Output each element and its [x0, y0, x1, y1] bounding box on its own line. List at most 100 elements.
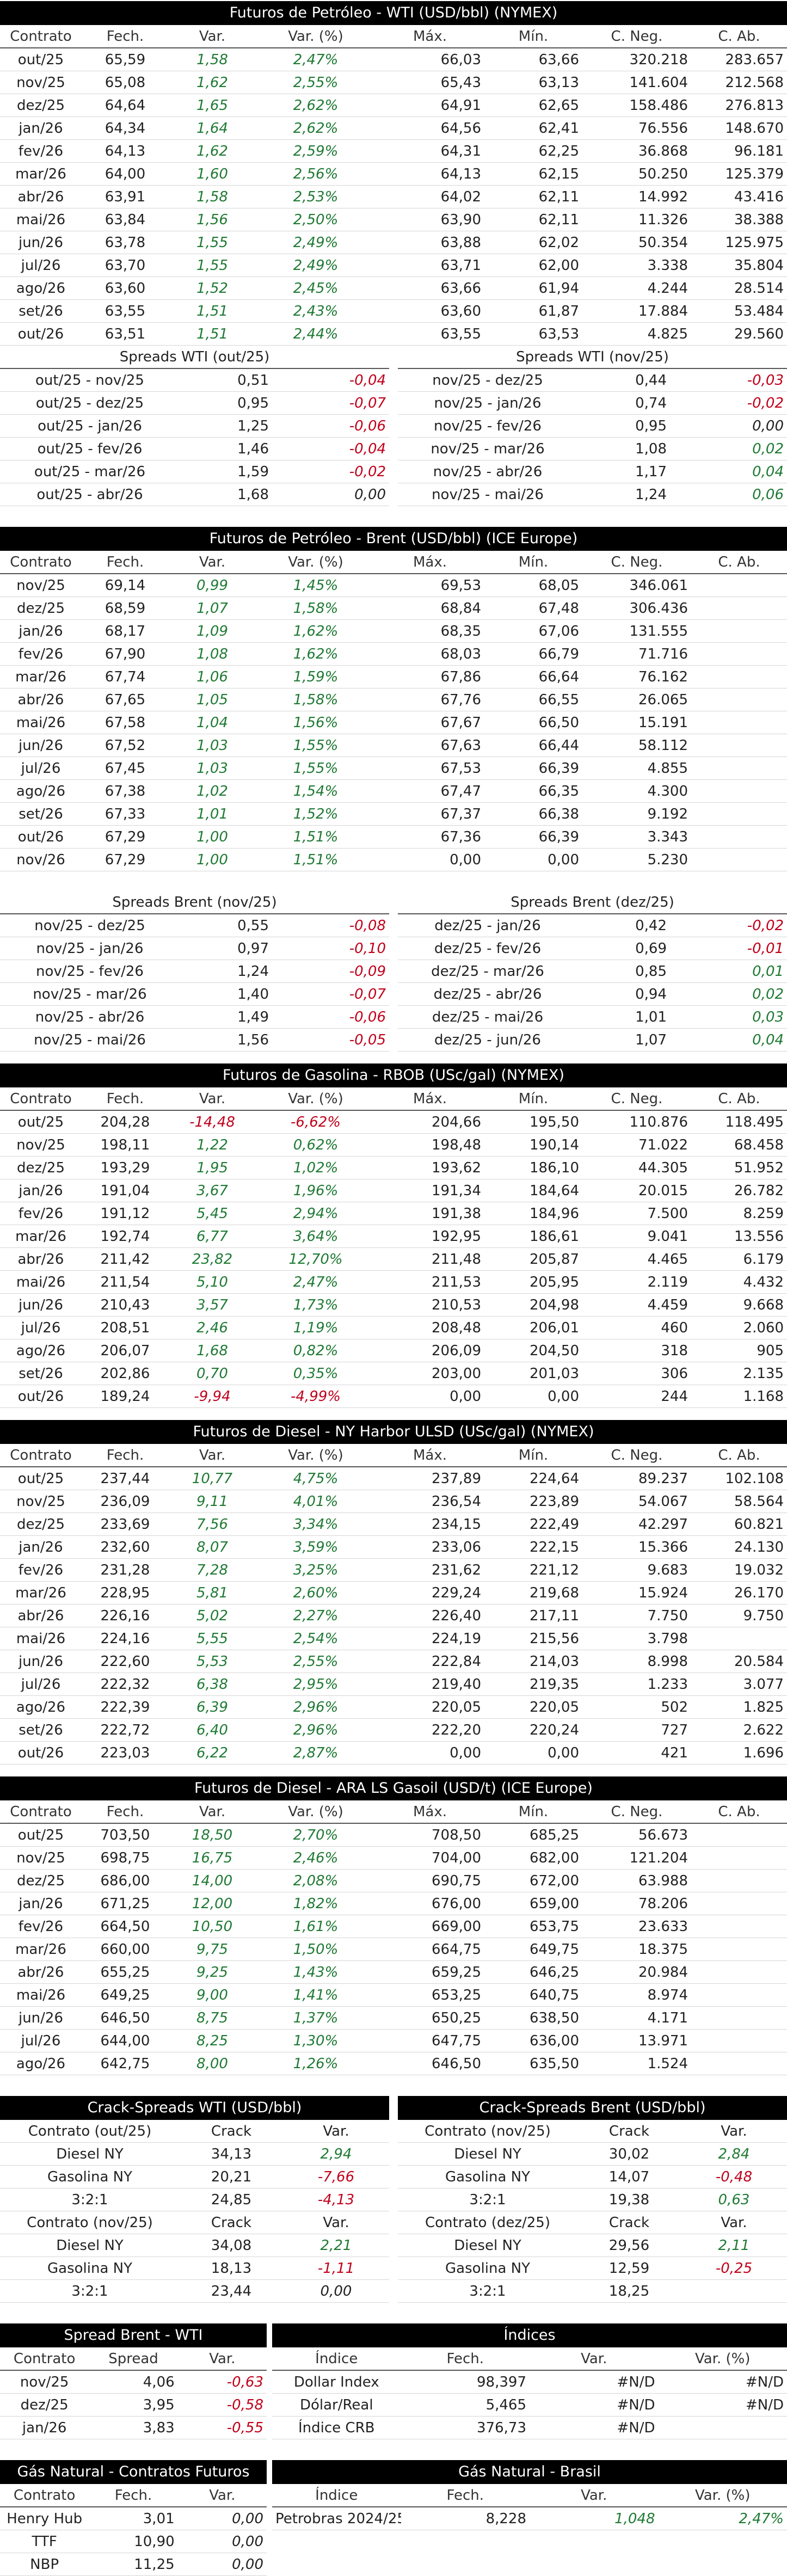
spread-cell: 1,56	[180, 1029, 272, 1052]
column-header: Var. (%)	[256, 1087, 376, 1110]
column-header: Índice	[272, 2484, 401, 2507]
table-cell: -0,63	[178, 2370, 267, 2394]
table-cell: 219,68	[484, 1582, 582, 1604]
table-cell: 1,30%	[256, 2030, 376, 2052]
table-cell: 223,89	[484, 1490, 582, 1513]
crack-cell: 3:2:1	[0, 2188, 180, 2211]
table-cell: 655,25	[82, 1961, 169, 1984]
table-cell: 5,81	[169, 1582, 256, 1604]
column-header: C. Neg.	[582, 1444, 691, 1467]
table-cell: 214,03	[484, 1650, 582, 1673]
table-cell: 669,00	[376, 1915, 484, 1938]
table-cell: -0,55	[178, 2417, 267, 2439]
table-cell: fev/26	[0, 1559, 82, 1582]
table-cell: ago/26	[0, 2052, 82, 2075]
column-header: Contrato	[0, 551, 82, 574]
table-cell: 222,39	[82, 1696, 169, 1719]
table-cell: 318	[582, 1339, 691, 1362]
column-header: Contrato	[0, 2347, 89, 2370]
table-cell: 690,75	[376, 1870, 484, 1892]
spread-cell: -0,10	[272, 937, 389, 960]
crack-cell: Gasolina NY	[0, 2166, 180, 2188]
table-cell: 4,01%	[256, 1490, 376, 1513]
column-header: Mín.	[484, 551, 582, 574]
table-cell: 1,82%	[256, 1892, 376, 1915]
table-cell: 653,25	[376, 1984, 484, 2007]
gas-row: Gás Natural - Contratos Futuros Contrato…	[0, 2459, 787, 2576]
table-cell: 205,95	[484, 1271, 582, 1294]
table-cell: 65,08	[82, 71, 169, 94]
brent-title: Futuros de Petróleo - Brent (USD/bbl) (I…	[0, 527, 787, 551]
table-cell: 1,68	[169, 1339, 256, 1362]
table-cell: 11,25	[89, 2553, 177, 2576]
table-cell: 1.696	[691, 1742, 787, 1765]
table-cell: 1,73%	[256, 1294, 376, 1317]
table-cell: 1,56%	[256, 711, 376, 734]
spread-cell: nov/25 - mar/26	[398, 438, 577, 460]
table-cell: jul/26	[0, 2030, 82, 2052]
table-cell: -0,58	[178, 2394, 267, 2417]
column-header: Fech.	[82, 551, 169, 574]
column-header: Var. (%)	[256, 1800, 376, 1823]
table-cell: 68,17	[82, 620, 169, 643]
crack-cell: 30,02	[577, 2143, 681, 2166]
table-cell: 276.813	[691, 94, 787, 117]
column-header: C. Neg.	[582, 1800, 691, 1823]
table-cell: 2,55%	[256, 71, 376, 94]
table-cell: 8,00	[169, 2052, 256, 2075]
table-cell: 66,44	[484, 734, 582, 757]
table-cell: 63,88	[376, 231, 484, 254]
table-cell: 5,10	[169, 1271, 256, 1294]
table-cell: 9,00	[169, 1984, 256, 2007]
crack-cell: -0,25	[681, 2257, 787, 2280]
table-cell: dez/25	[0, 2394, 89, 2417]
spread-header-row: Spreads WTI (out/25)	[0, 346, 389, 368]
table-cell: 217,11	[484, 1604, 582, 1627]
spread-cell: 1,40	[180, 983, 272, 1006]
table-cell: 642,75	[82, 2052, 169, 2075]
table-cell: 63,71	[376, 254, 484, 277]
crack-cell: 0,00	[283, 2280, 389, 2303]
table-cell: 1,60	[169, 163, 256, 186]
table-cell: 66,39	[484, 757, 582, 780]
table-cell: 38.388	[691, 208, 787, 231]
table-cell: dez/25	[0, 1157, 82, 1179]
table-cell: 0,00	[178, 2507, 267, 2530]
table-cell: 1,03	[169, 757, 256, 780]
table-cell: 125.379	[691, 163, 787, 186]
table-cell	[691, 1627, 787, 1650]
table-cell: 204,28	[82, 1110, 169, 1134]
table-cell: 646,50	[376, 2052, 484, 2075]
table-cell: 1,62	[169, 71, 256, 94]
table-cell: out/26	[0, 323, 82, 346]
table-cell: 67,52	[82, 734, 169, 757]
table-cell: 62,65	[484, 94, 582, 117]
table-cell: 224,16	[82, 1627, 169, 1650]
crack-cell: 29,56	[577, 2234, 681, 2257]
table-cell: 42.297	[582, 1513, 691, 1536]
spread-cell: dez/25 - mai/26	[398, 1006, 577, 1029]
table-cell: nov/25	[0, 1490, 82, 1513]
table-cell: 64,02	[376, 186, 484, 208]
table-cell: 195,50	[484, 1110, 582, 1134]
table-cell: 6,40	[169, 1719, 256, 1742]
table-cell: -9,94	[169, 1385, 256, 1408]
spread-cell: 1,17	[577, 460, 670, 483]
table-cell: 1,58%	[256, 597, 376, 620]
table-cell: 2.060	[691, 1317, 787, 1339]
